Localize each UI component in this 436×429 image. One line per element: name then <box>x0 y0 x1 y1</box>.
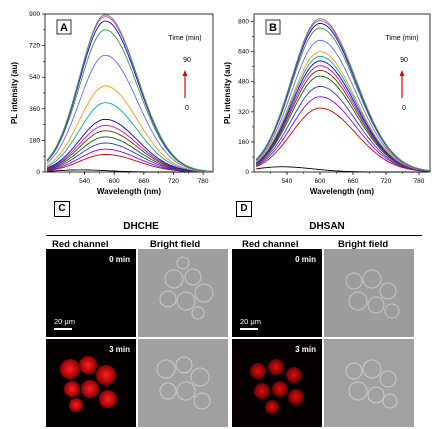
chart-b-panel-letter: B <box>269 22 277 34</box>
chart-a-series-8 <box>46 102 213 173</box>
chart-a-series-0 <box>46 169 213 173</box>
bright-field-label-d: Bright field <box>338 239 389 250</box>
scale-bar-d <box>240 328 258 330</box>
chart-b-svg: B 540 600 660 720 780 0 160 320 480 640 800 Waveleng… <box>223 13 431 196</box>
chart-b-xtick-label: 720 <box>381 178 392 185</box>
chart-a-series-9 <box>46 85 214 173</box>
micro-panel-d: D DHSAN Red channel Bright field 0 min 2… <box>232 199 432 429</box>
chart-a-series-7 <box>46 118 213 173</box>
bright-field-3min-c <box>138 339 228 427</box>
chart-b-series-12 <box>255 22 430 172</box>
bright-field-0min-d <box>324 249 414 337</box>
cells-red-3min-d <box>250 359 304 414</box>
chart-b-legend-top: 90 <box>400 57 408 64</box>
chart-a-series-14 <box>46 14 214 172</box>
red-channel-0min-c: 0 min 20 μm <box>46 249 136 337</box>
red-channel-3min-d: 3 min <box>232 339 322 427</box>
chart-a-ytick-label: 900 <box>29 11 40 18</box>
chart-b: B 540 600 660 720 780 0 160 320 480 640 800 Waveleng… <box>218 0 436 196</box>
chart-b-series-9 <box>255 51 430 172</box>
chart-a-ytick-label: 360 <box>29 106 40 113</box>
chart-a-xtick-label: 540 <box>79 178 90 185</box>
micro-title-d: DHSAN <box>309 221 345 232</box>
chart-a-xtick-label: 780 <box>198 178 209 185</box>
cells-outline-0min-c <box>159 256 214 320</box>
panel-letter-c: C <box>54 201 70 217</box>
chart-a-xlabel: Wavelength (nm) <box>97 187 161 196</box>
chart-b-series-3 <box>255 85 430 172</box>
bright-field-label-c: Bright field <box>150 239 201 250</box>
cells-outline-3min-d <box>345 359 398 409</box>
chart-b-letter-box <box>265 19 281 35</box>
scale-label-c: 20 μm <box>54 317 75 326</box>
chart-b-legend-title: Time (min) <box>385 35 418 42</box>
chart-b-ylabel: PL intensity (au) <box>223 62 232 124</box>
chart-a-ytick-label: 0 <box>36 169 40 176</box>
chart-a-panel-letter: A <box>60 22 68 34</box>
time-label-0min-d: 0 min <box>295 255 316 264</box>
chart-b-xtick-label: 600 <box>315 178 326 185</box>
chart-b-ytick-label: 160 <box>238 139 249 146</box>
chart-a-ytick-label: 540 <box>29 74 40 81</box>
cells-red-3min-c <box>60 356 117 412</box>
chart-b-ytick-label: 800 <box>238 19 249 26</box>
red-channel-label-d: Red channel <box>242 239 299 250</box>
chart-a-ytick-label: 720 <box>29 43 40 50</box>
bright-field-3min-d <box>324 339 414 427</box>
micro-rule-d <box>232 235 422 236</box>
chart-a-legend-bottom: 0 <box>185 105 189 112</box>
chart-b-series-1 <box>256 107 430 172</box>
chart-b-series-11 <box>255 27 430 172</box>
chart-a-xtick-label: 600 <box>109 178 120 185</box>
micro-rule-c <box>46 235 236 236</box>
chart-a-legend-top: 90 <box>183 57 191 64</box>
chart-b-series-2 <box>255 96 430 172</box>
red-channel-0min-d: 0 min 20 μm <box>232 249 322 337</box>
chart-b-xtick-label: 660 <box>348 178 359 185</box>
chart-b-xlabel: Wavelength (nm) <box>310 187 374 196</box>
bright-field-0min-c <box>138 249 228 337</box>
chart-a-xtick-label: 720 <box>168 178 179 185</box>
chart-b-series-13 <box>255 20 430 172</box>
micro-title-c: DHCHE <box>123 221 159 232</box>
chart-b-ytick-label: 320 <box>238 109 249 116</box>
time-label-0min-c: 0 min <box>109 255 130 264</box>
red-channel-label-c: Red channel <box>52 239 109 250</box>
chart-b-ytick-label: 0 <box>245 169 249 176</box>
chart-a-legend-arrowhead <box>182 70 188 76</box>
red-channel-3min-c: 3 min <box>46 339 136 427</box>
chart-b-ytick-label: 640 <box>238 49 249 56</box>
chart-a-letter-box <box>56 19 72 35</box>
chart-b-xtick-label: 780 <box>414 178 425 185</box>
scale-bar-c <box>54 328 72 330</box>
chart-a-legend-title: Time (min) <box>168 35 201 42</box>
scale-label-d: 20 μm <box>240 317 261 326</box>
micro-panel-c: C DHCHE Red channel Bright field 0 min 2… <box>46 199 246 429</box>
chart-b-ytick-label: 480 <box>238 79 249 86</box>
chart-a: A 540 600 660 720 780 0 180 360 540 720 900 Waveleng… <box>0 0 218 196</box>
chart-a-xtick-label: 660 <box>138 178 149 185</box>
panel-letter-d: D <box>236 201 252 217</box>
time-label-3min-d: 3 min <box>295 345 316 354</box>
chart-a-series-10 <box>46 54 214 173</box>
chart-a-ylabel: PL intensity (au) <box>10 62 19 124</box>
time-label-3min-c: 3 min <box>109 345 130 354</box>
chart-b-series-0 <box>256 166 430 173</box>
chart-b-frame <box>253 13 431 173</box>
chart-b-xtick-label: 540 <box>282 178 293 185</box>
chart-b-legend-arrowhead <box>399 70 405 76</box>
cells-outline-0min-d <box>345 269 400 319</box>
cells-outline-3min-c <box>156 356 211 410</box>
chart-b-legend-bottom: 0 <box>402 105 406 112</box>
chart-b-series-10 <box>255 39 430 172</box>
chart-b-series-14 <box>255 18 430 172</box>
chart-a-ytick-label: 180 <box>29 137 40 144</box>
